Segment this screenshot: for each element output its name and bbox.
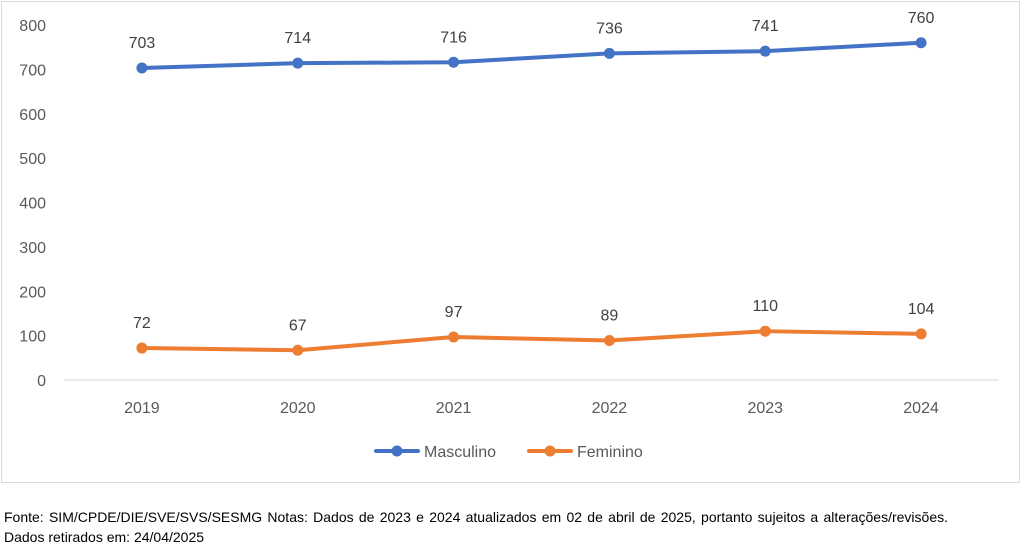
series-layer: 703 714 716 736 741 760 72 67 97 89 110 104 (129, 10, 935, 356)
y-tick-label: 400 (19, 196, 46, 213)
data-label: 67 (289, 317, 307, 334)
y-axis: 0 100 200 300 400 500 600 700 800 (19, 18, 46, 390)
chart-frame (1, 1, 1020, 483)
x-tick-label: 2022 (592, 400, 628, 417)
data-label: 89 (601, 308, 619, 325)
data-label: 72 (133, 315, 151, 332)
data-label: 97 (445, 304, 463, 321)
x-tick-label: 2019 (124, 400, 160, 417)
legend-item-feminino: Feminino (527, 444, 643, 461)
data-label: 104 (908, 301, 935, 318)
legend-label: Feminino (577, 444, 643, 461)
y-tick-label: 500 (19, 151, 46, 168)
y-tick-label: 0 (37, 373, 46, 390)
series-line (139, 329, 924, 353)
y-tick-label: 600 (19, 107, 46, 124)
x-tick-label: 2020 (280, 400, 316, 417)
data-point (136, 342, 148, 354)
legend-point-marker (544, 445, 556, 457)
legend-item-masculino: Masculino (374, 444, 496, 461)
x-axis: 2019 2020 2021 2022 2023 2024 (64, 379, 999, 417)
data-label: 703 (129, 35, 156, 52)
data-point (603, 47, 615, 59)
legend: Masculino Feminino (374, 444, 643, 461)
legend-label: Masculino (424, 444, 496, 461)
data-point (603, 335, 615, 347)
data-label: 760 (908, 10, 935, 27)
y-tick-label: 100 (19, 329, 46, 346)
x-tick-label: 2024 (903, 400, 939, 417)
data-point (448, 56, 460, 68)
data-label: 714 (284, 30, 311, 47)
legend-point-marker (391, 445, 403, 457)
data-label: 741 (752, 18, 779, 35)
series-masculino: 703 714 716 736 741 760 (129, 10, 935, 74)
series-feminino: 72 67 97 89 110 104 (133, 298, 935, 356)
data-label: 716 (440, 29, 467, 46)
y-tick-label: 800 (19, 18, 46, 35)
data-label: 110 (752, 298, 778, 315)
x-tick-label: 2023 (747, 400, 783, 417)
x-tick-label: 2021 (436, 400, 472, 417)
y-tick-label: 200 (19, 284, 46, 301)
data-point (915, 328, 927, 340)
series-line (139, 40, 924, 71)
data-point (448, 331, 460, 343)
data-label: 736 (596, 20, 623, 37)
data-point (292, 344, 304, 356)
data-point (915, 37, 927, 49)
y-tick-label: 300 (19, 240, 46, 257)
data-point (136, 62, 148, 74)
data-point (759, 325, 771, 337)
data-point (292, 57, 304, 69)
source-note: Fonte: SIM/CPDE/DIE/SVE/SVS/SESMG Notas:… (4, 509, 948, 545)
y-tick-label: 700 (19, 62, 46, 79)
data-point (759, 45, 771, 57)
